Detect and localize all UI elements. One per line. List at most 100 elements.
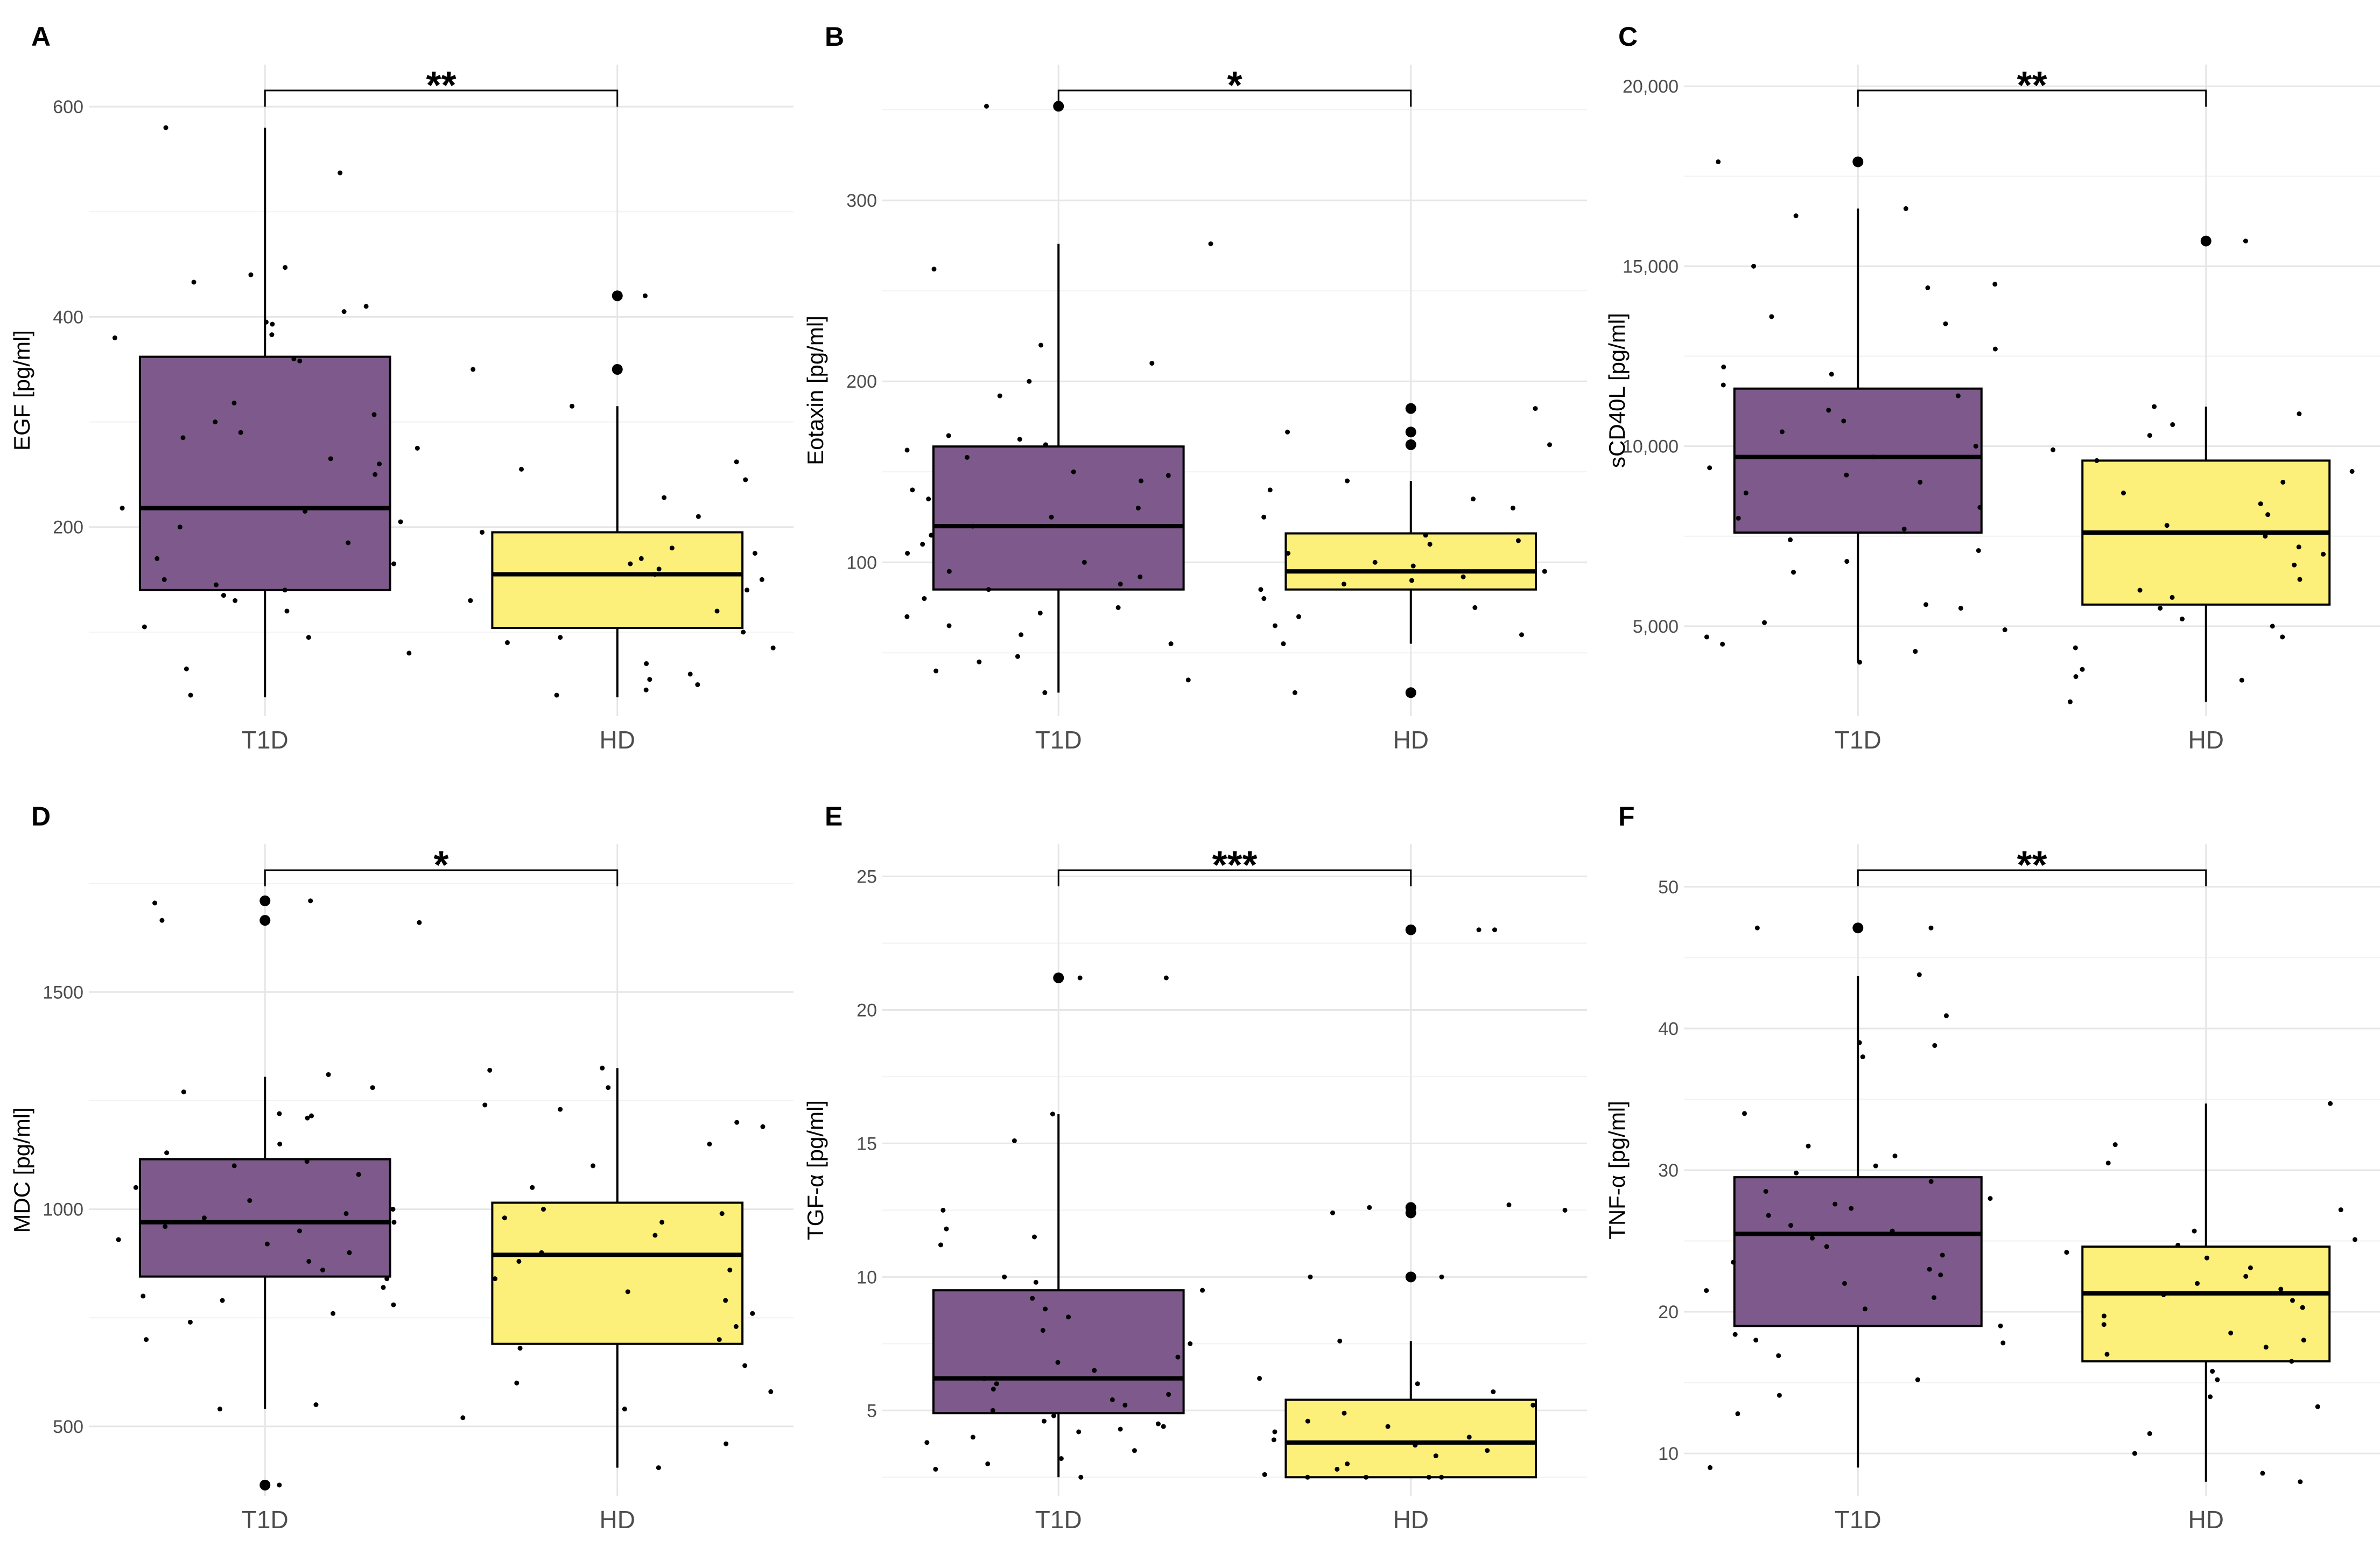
panel-d-t1d-point	[417, 920, 422, 925]
panel-c-ytick-label: 15,000	[1623, 256, 1679, 277]
panel-e-t1d-box	[932, 1289, 1185, 1415]
panel-f-hd-point	[2243, 1274, 2249, 1279]
panel-c-t1d-point	[1976, 548, 1981, 553]
panel-b-t1d-point	[946, 433, 951, 438]
panel-e-t1d-point	[933, 1466, 938, 1472]
panel-a-letter: A	[31, 22, 51, 52]
panel-d-t1d-point	[391, 1302, 396, 1307]
panel-c-t1d-point	[1716, 159, 1721, 164]
panel-a-hd-point	[669, 545, 675, 551]
panel-d-t1d-point	[381, 1285, 386, 1290]
panel-b-hd-point	[1461, 574, 1466, 579]
panel-b-t1d-point	[1139, 478, 1144, 484]
panel-a-hd-outlier	[612, 290, 623, 302]
panel-c-t1d-point	[1751, 263, 1757, 269]
panel-f-t1d-point	[1731, 1260, 1736, 1265]
panel-c-t1d-point	[1925, 285, 1930, 290]
panel-e-t1d-point	[1155, 1421, 1161, 1426]
panel-e-t1d-point	[940, 1207, 946, 1213]
panel-d-t1d-point	[356, 1172, 361, 1177]
panel-f-t1d-point	[1735, 1411, 1740, 1416]
panel-d-hd-point	[719, 1211, 725, 1216]
panel-e-ytick-label: 15	[856, 1134, 877, 1154]
panel-e-ytick-label: 5	[867, 1401, 877, 1421]
panel-a: A 200 400 600 EGF [pg/ml] T1D HD **	[9, 22, 794, 754]
panel-a-t1d-point	[270, 321, 275, 327]
panel-e-t1d-point	[1040, 1328, 1045, 1333]
panel-f: F 10 20 30 40 50 TNF-α [pg/ml] T1D HD **	[1604, 801, 2380, 1534]
panel-c-t1d-point	[1973, 444, 1978, 449]
panel-d-hd-point	[659, 1220, 665, 1225]
panel-e-hd-point	[1476, 927, 1482, 933]
panel-f-t1d-point	[1857, 1040, 1862, 1045]
panel-e-hd-point	[1308, 1274, 1313, 1279]
panel-f-hd-point	[2112, 1142, 2118, 1148]
panel-c-xtick-hd: HD	[2188, 726, 2224, 754]
panel-e-t1d-point	[981, 1376, 987, 1381]
panel-d-t1d-point	[231, 1163, 237, 1169]
panel-a-t1d-point	[306, 635, 311, 640]
panel-b-hd-point	[1533, 406, 1538, 411]
panel-b-hd-point	[1372, 559, 1378, 565]
panel-e-t1d-point	[1002, 1274, 1007, 1279]
panel-b-t1d-point	[1049, 514, 1054, 520]
panel-f-t1d-point	[1943, 1013, 1949, 1018]
panel-f-hd-point	[2260, 1471, 2265, 1476]
panel-a-hd-point	[628, 561, 633, 566]
panel-e-hd-point	[1439, 1274, 1444, 1279]
panel-c-hd-outlier	[2200, 235, 2211, 247]
panel-f-hd-point	[2338, 1207, 2343, 1213]
panel-b-t1d-point	[1149, 361, 1155, 366]
panel-d-t1d-point	[308, 898, 313, 904]
panel-a-t1d-point	[371, 412, 377, 417]
panel-f-hd-point	[2195, 1281, 2200, 1286]
panel-b-hd-point	[1510, 505, 1515, 510]
panel-d-t1d-point	[277, 1111, 282, 1116]
panel-d-t1d-outlier	[259, 1479, 271, 1491]
panel-f-t1d-point	[1849, 1206, 1854, 1211]
panel-d-significance-label: *	[433, 844, 448, 887]
panel-d-hd-point	[514, 1380, 519, 1386]
panel-d-t1d-point	[304, 1159, 310, 1164]
panel-e-hd-point	[1413, 1443, 1418, 1448]
panel-a-xtick-t1d: T1D	[242, 726, 289, 754]
panel-d-t1d-point	[384, 1276, 390, 1282]
panel-a-t1d-point	[328, 456, 333, 461]
panel-f-hd-point	[2104, 1352, 2110, 1357]
panel-d-hd-point	[733, 1324, 739, 1329]
panel-c-hd-point	[2152, 404, 2157, 409]
panel-a-ytick-label: 600	[53, 97, 83, 117]
panel-e-xtick-hd: HD	[1393, 1506, 1429, 1534]
panel-c-t1d-point	[1721, 382, 1726, 388]
panel-f-hd-point	[2208, 1394, 2213, 1400]
panel-e-xtick-t1d: T1D	[1035, 1506, 1082, 1534]
panel-c-t1d-point	[1923, 602, 1929, 607]
panel-e-ylabel: TGF-α [pg/ml]	[803, 1100, 828, 1240]
panel-c-t1d-point	[1841, 418, 1847, 424]
panel-f-t1d-outlier	[1852, 922, 1864, 934]
panel-e-hd-point	[1271, 1437, 1276, 1443]
panel-b-t1d-point	[910, 487, 915, 493]
panel-d-hd-point	[502, 1215, 507, 1221]
panel-f-hd-point	[2210, 1369, 2215, 1374]
panel-f-t1d-point	[1860, 1054, 1865, 1060]
panel-c-hd-point	[2265, 512, 2271, 517]
panel-f-t1d-point	[1776, 1353, 1781, 1359]
panel-e-t1d-point	[1166, 1392, 1171, 1397]
panel-f-t1d-point	[1842, 1281, 1847, 1286]
panel-f-t1d-point	[1704, 1288, 1709, 1293]
panel-d-hd-box	[491, 1201, 744, 1345]
panel-a-t1d-point	[180, 435, 186, 440]
panel-b-hd-point	[1470, 496, 1476, 502]
panel-e-t1d-point	[1043, 1306, 1048, 1312]
panel-c-t1d-point	[1958, 605, 1963, 611]
panel-b-hd-point	[1258, 587, 1263, 592]
panel-d-hd-point	[717, 1337, 722, 1342]
panel-d-t1d-outlier	[259, 915, 271, 926]
panel-e-t1d-point	[994, 1381, 999, 1387]
panel-b-hd-point	[1285, 429, 1290, 435]
panel-b-hd-point	[1267, 487, 1273, 493]
panel-a-hd-point	[743, 477, 748, 482]
panel-d-t1d-point	[217, 1407, 222, 1412]
panel-f-ytick-label: 30	[1658, 1160, 1679, 1181]
